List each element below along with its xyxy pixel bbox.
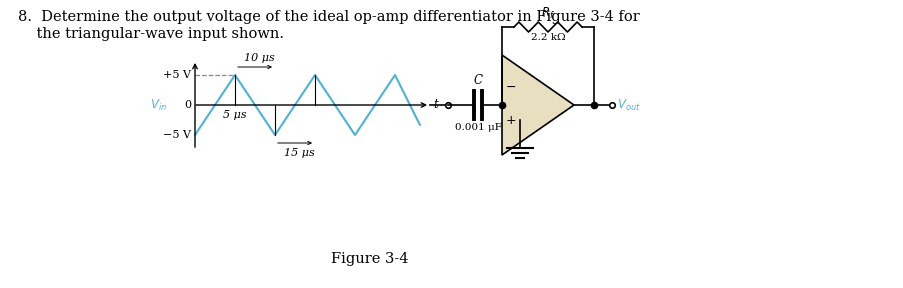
Text: +5 V: +5 V (163, 70, 191, 80)
Text: $R_f$: $R_f$ (540, 6, 554, 21)
Text: 8.  Determine the output voltage of the ideal op-amp differentiator in Figure 3-: 8. Determine the output voltage of the i… (18, 10, 639, 24)
Polygon shape (501, 55, 573, 155)
Text: 10 μs: 10 μs (243, 53, 275, 63)
Text: Figure 3-4: Figure 3-4 (330, 252, 408, 266)
Text: −: − (505, 81, 516, 94)
Text: 2.2 kΩ: 2.2 kΩ (530, 33, 564, 42)
Text: C: C (473, 74, 482, 87)
Text: the triangular-wave input shown.: the triangular-wave input shown. (18, 27, 284, 41)
Text: 0: 0 (183, 100, 191, 110)
Text: t: t (433, 98, 437, 111)
Text: +: + (505, 113, 516, 126)
Text: −5 V: −5 V (163, 130, 191, 140)
Text: $V_{in}$: $V_{in}$ (150, 97, 167, 113)
Text: 15 μs: 15 μs (284, 148, 314, 158)
Text: 5 μs: 5 μs (223, 110, 247, 120)
Text: 0.001 μF: 0.001 μF (454, 123, 501, 132)
Text: $V_{out}$: $V_{out}$ (617, 97, 640, 113)
